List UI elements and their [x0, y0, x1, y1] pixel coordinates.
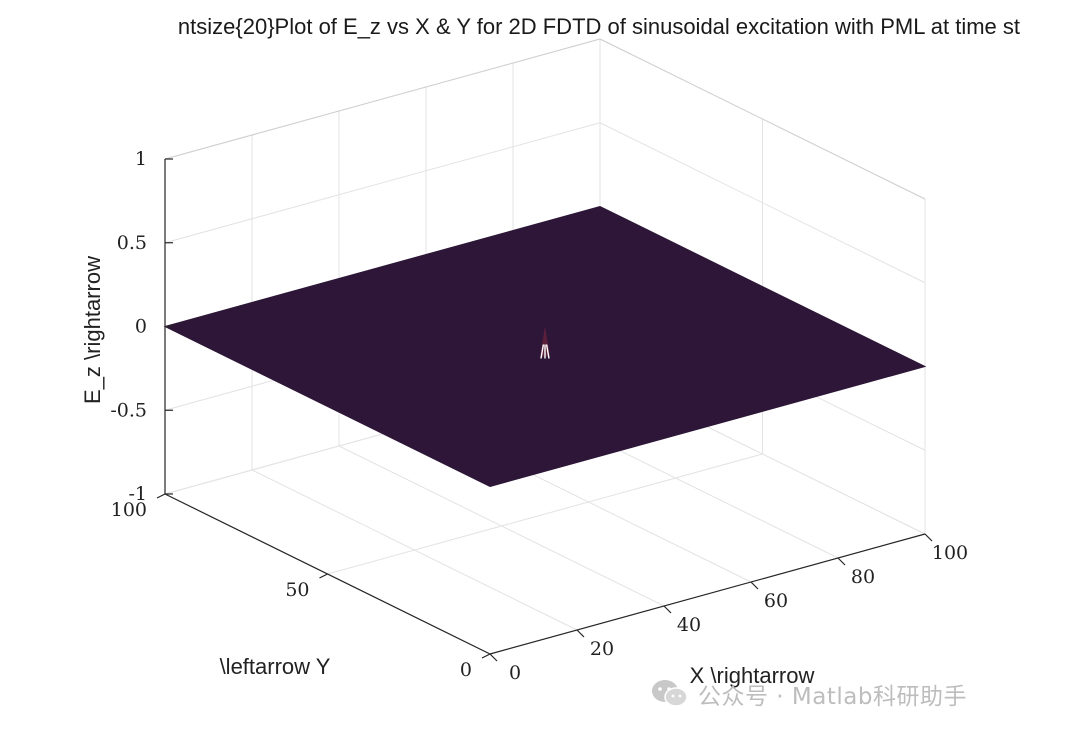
- watermark: 公众号 · Matlab科研助手: [650, 676, 967, 712]
- x-tick-mark: [576, 629, 585, 638]
- z-tick-label: -0.5: [110, 399, 147, 421]
- x-tick-label: 40: [677, 614, 701, 636]
- x-tick-label: 20: [590, 638, 614, 660]
- y-tick-mark: [156, 493, 166, 499]
- x-tick-label: 60: [764, 590, 788, 612]
- x-tick-mark: [837, 557, 846, 566]
- x-tick-label: 100: [932, 542, 968, 564]
- chart-title: ntsize{20}Plot of E_z vs X & Y for 2D FD…: [177, 14, 1020, 39]
- box-edge: [164, 38, 601, 160]
- y-tick-label: 0: [460, 659, 472, 681]
- z-axis-label: E_z \rightarrow: [80, 256, 105, 404]
- x-tick-mark: [750, 581, 759, 590]
- z-tick-label: 0: [135, 316, 147, 338]
- x-tick-mark: [663, 605, 672, 614]
- back-wall-grid-line: [164, 122, 601, 244]
- x-tick-label: 80: [851, 566, 875, 588]
- wechat-icon: [652, 680, 688, 707]
- x-tick-mark: [924, 533, 933, 542]
- y-tick-mark: [319, 573, 328, 579]
- x-axis-line: [489, 533, 926, 655]
- z-tick-label: -1: [128, 483, 147, 505]
- x-tick-mark: [489, 653, 498, 662]
- y-tick-mark: [481, 653, 491, 659]
- box-edge: [599, 38, 926, 200]
- y-tick-label: 50: [285, 579, 309, 601]
- z-tick-label: 0.5: [117, 232, 147, 254]
- chart-title-container: ntsize{20}Plot of E_z vs X & Y for 2D FD…: [0, 14, 1020, 48]
- floor-grid-line: [327, 453, 763, 575]
- x-axis-label: X \rightarrow: [690, 663, 815, 688]
- peak-highlight: [545, 344, 550, 359]
- z-tick-label: 1: [135, 148, 147, 170]
- peak-highlight: [540, 344, 545, 359]
- x-tick-label: 0: [509, 662, 521, 684]
- side-wall-grid-line: [599, 122, 926, 284]
- watermark-text: 公众号 · Matlab科研助手: [698, 684, 967, 710]
- y-axis-label: \leftarrow Y: [220, 654, 331, 679]
- y-tick-label: 100: [111, 499, 147, 521]
